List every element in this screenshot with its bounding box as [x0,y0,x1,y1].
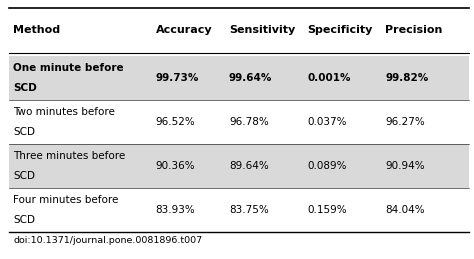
Text: 0.001%: 0.001% [307,73,351,83]
Text: 99.73%: 99.73% [155,73,199,83]
Text: SCD: SCD [13,171,35,181]
Text: 96.52%: 96.52% [155,117,195,127]
Text: 83.93%: 83.93% [155,205,195,215]
Text: 84.04%: 84.04% [385,205,425,215]
Text: One minute before: One minute before [13,63,124,73]
Text: SCD: SCD [13,215,35,225]
Bar [9,188,469,232]
Text: 96.78%: 96.78% [229,117,269,127]
Text: 90.36%: 90.36% [155,161,195,171]
Text: 90.94%: 90.94% [385,161,425,171]
Bar [9,144,469,188]
Text: Method: Method [13,25,60,35]
Text: SCD: SCD [13,127,35,136]
Text: 0.037%: 0.037% [307,117,346,127]
Text: doi:10.1371/journal.pone.0081896.t007: doi:10.1371/journal.pone.0081896.t007 [13,236,202,245]
Text: SCD: SCD [13,83,37,92]
Text: 83.75%: 83.75% [229,205,269,215]
Text: 99.64%: 99.64% [229,73,273,83]
Text: 89.64%: 89.64% [229,161,269,171]
Text: Accuracy: Accuracy [155,25,212,35]
Bar [9,100,469,144]
Text: Sensitivity: Sensitivity [229,25,295,35]
Text: 0.089%: 0.089% [307,161,346,171]
Text: 0.159%: 0.159% [307,205,347,215]
Text: Precision: Precision [385,25,443,35]
Text: 99.82%: 99.82% [385,73,428,83]
Bar [9,56,469,100]
Text: Four minutes before: Four minutes before [13,195,118,205]
Text: Specificity: Specificity [307,25,373,35]
Text: Three minutes before: Three minutes before [13,151,126,161]
Text: Two minutes before: Two minutes before [13,107,115,117]
Text: 96.27%: 96.27% [385,117,425,127]
